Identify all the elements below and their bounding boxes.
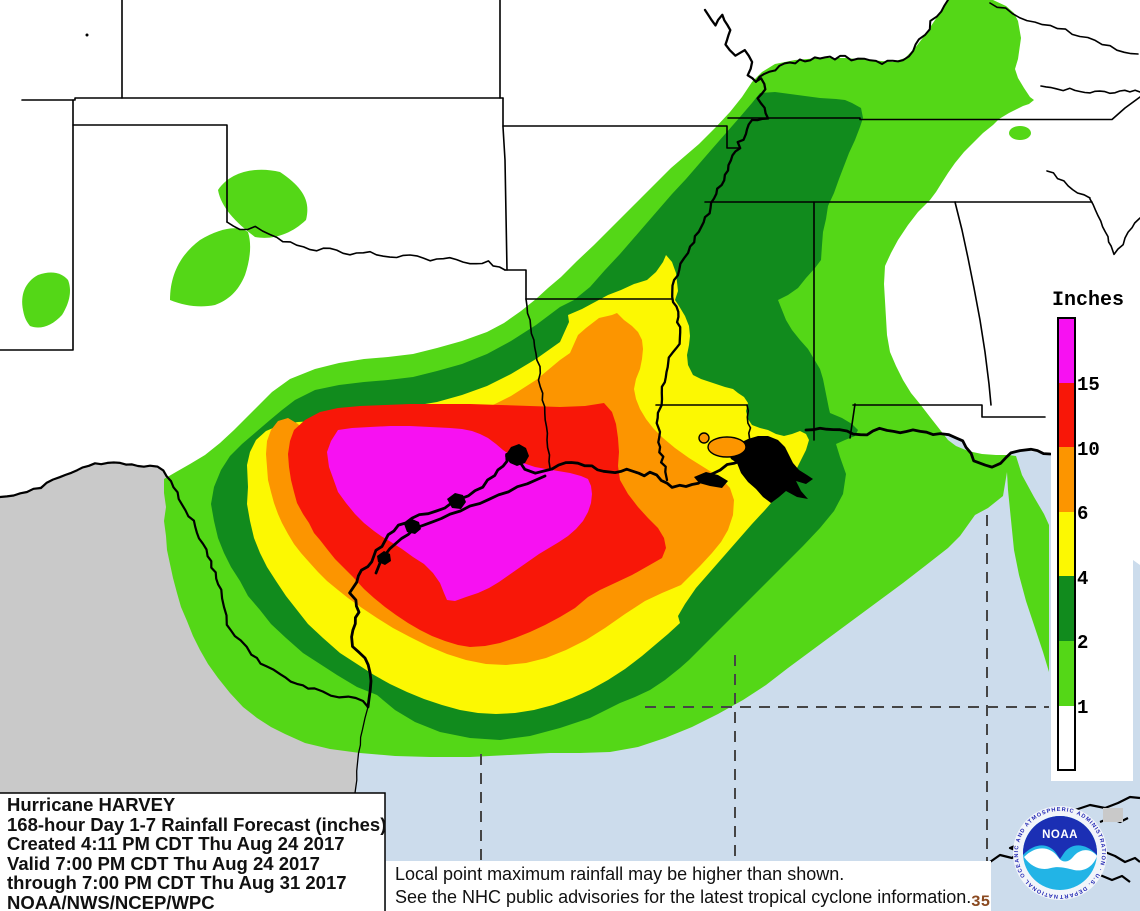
svg-text:Created 4:11 PM CDT Thu Aug 24: Created 4:11 PM CDT Thu Aug 24 2017 [7, 833, 345, 854]
svg-text:168-hour Day 1-7 Rainfall Fore: 168-hour Day 1-7 Rainfall Forecast (inch… [7, 814, 386, 835]
svg-text:Local point maximum rainfall m: Local point maximum rainfall may be high… [395, 864, 844, 884]
svg-text:2: 2 [1077, 632, 1088, 654]
svg-text:1: 1 [1077, 697, 1088, 719]
svg-text:NOAA/NWS/NCEP/WPC: NOAA/NWS/NCEP/WPC [7, 892, 215, 911]
svg-text:4: 4 [1077, 568, 1088, 590]
svg-text:Inches: Inches [1052, 289, 1124, 312]
svg-text:10: 10 [1077, 439, 1100, 461]
svg-text:35: 35 [971, 893, 990, 911]
svg-text:Valid 7:00 PM CDT Thu Aug 24 2: Valid 7:00 PM CDT Thu Aug 24 2017 [7, 853, 320, 874]
svg-text:15: 15 [1077, 374, 1100, 396]
svg-text:See the NHC public advisories: See the NHC public advisories for the la… [395, 887, 971, 907]
svg-text:NOAA: NOAA [1042, 829, 1078, 841]
svg-text:Hurricane HARVEY: Hurricane HARVEY [7, 794, 176, 815]
svg-text:through 7:00 PM CDT Thu Aug 31: through 7:00 PM CDT Thu Aug 31 2017 [7, 872, 347, 893]
svg-text:6: 6 [1077, 503, 1088, 525]
